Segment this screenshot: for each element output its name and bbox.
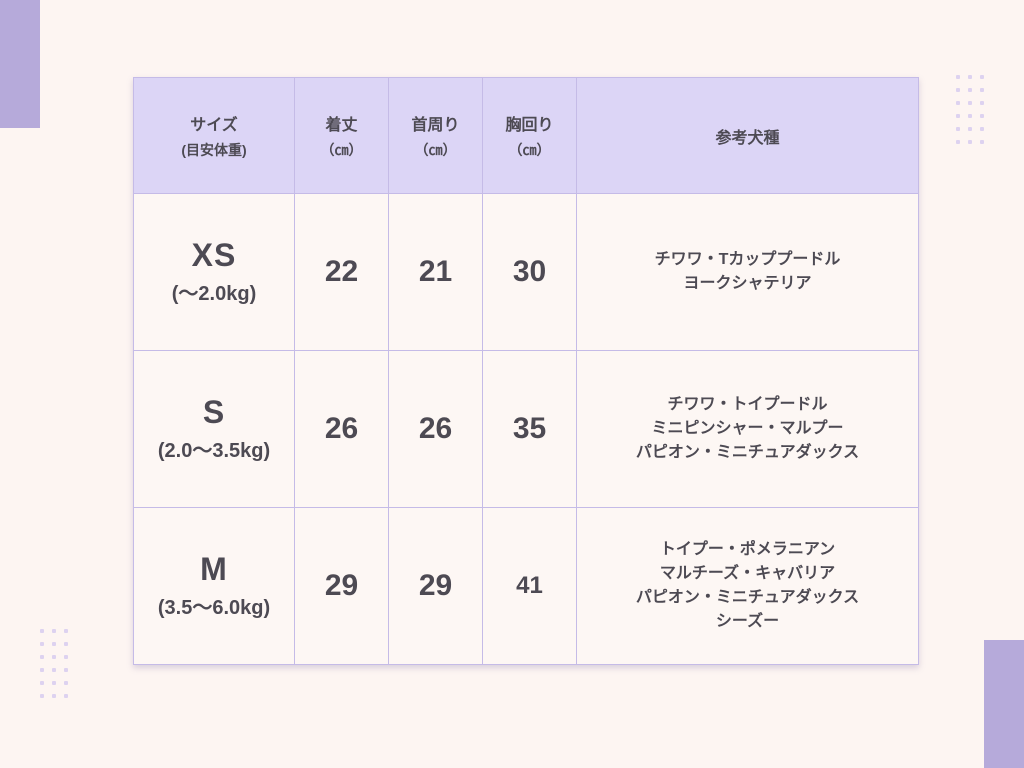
dot — [64, 642, 68, 646]
dot — [52, 668, 56, 672]
dot — [52, 681, 56, 685]
breed-line: パピオン・ミニチュアダックス — [635, 589, 860, 606]
dot-grid-bottom-left — [40, 629, 68, 698]
dot — [64, 694, 68, 698]
dog-size-chart-table: サイズ (目安体重) 着丈 （㎝） 首周り （㎝） 胸回り （㎝） 参考犬種 X… — [133, 77, 919, 665]
table-row-s: S (2.0～3.5kg) 26 26 35 チワワ・トイプードル ミニピンシャ… — [133, 350, 919, 508]
dot-grid-top-right — [956, 75, 984, 144]
length-value: 26 — [294, 350, 389, 508]
dot — [968, 127, 972, 131]
breed-line: チワワ・トイプードル — [667, 396, 828, 413]
dot — [980, 101, 984, 105]
neck-value: 21 — [388, 193, 483, 351]
header-neck-title: 首周り — [411, 117, 460, 134]
header-breeds-title: 参考犬種 — [715, 129, 780, 147]
breed-line: トイプー・ポメラニアン — [659, 541, 836, 558]
size-label: M — [200, 551, 228, 588]
header-length-unit: （㎝） — [320, 142, 363, 158]
dot — [968, 88, 972, 92]
dot — [968, 75, 972, 79]
dot — [52, 694, 56, 698]
header-cell-chest: 胸回り （㎝） — [482, 77, 577, 194]
dot — [40, 629, 44, 633]
header-length-title: 着丈 — [325, 117, 358, 134]
breed-line: チワワ・Tカッププードル — [654, 251, 841, 268]
table-header-row: サイズ (目安体重) 着丈 （㎝） 首周り （㎝） 胸回り （㎝） 参考犬種 — [133, 77, 919, 194]
breeds-cell: チワワ・Tカッププードル ヨークシャテリア — [576, 193, 919, 351]
header-cell-neck: 首周り （㎝） — [388, 77, 483, 194]
dot — [956, 101, 960, 105]
size-weight-range: (3.5～6.0kg) — [157, 596, 271, 619]
dot — [64, 681, 68, 685]
header-chest-title: 胸回り — [505, 117, 554, 134]
dot — [968, 140, 972, 144]
dot — [980, 75, 984, 79]
dot — [64, 629, 68, 633]
dot — [52, 642, 56, 646]
dot — [980, 114, 984, 118]
breed-line: シーズー — [715, 613, 780, 630]
dot — [968, 101, 972, 105]
dot — [64, 655, 68, 659]
dot — [956, 88, 960, 92]
breeds-cell: トイプー・ポメラニアン マルチーズ・キャバリア パピオン・ミニチュアダックス シ… — [576, 507, 919, 665]
dot — [980, 88, 984, 92]
size-label: S — [202, 394, 226, 431]
header-size-title: サイズ — [190, 117, 238, 134]
dot — [956, 114, 960, 118]
header-size-sub: (目安体重) — [181, 142, 247, 158]
table-row-m: M (3.5～6.0kg) 29 29 41 トイプー・ポメラニアン マルチーズ… — [133, 507, 919, 665]
breed-line: マルチーズ・キャバリア — [659, 565, 836, 582]
dot — [956, 127, 960, 131]
neck-value: 29 — [388, 507, 483, 665]
corner-rectangle-bottom-right — [984, 640, 1024, 768]
size-cell: S (2.0～3.5kg) — [133, 350, 295, 508]
chest-value: 41 — [482, 507, 577, 665]
dot — [968, 114, 972, 118]
chest-value: 35 — [482, 350, 577, 508]
header-cell-size: サイズ (目安体重) — [133, 77, 295, 194]
size-cell: M (3.5～6.0kg) — [133, 507, 295, 665]
dot — [52, 629, 56, 633]
dot — [40, 642, 44, 646]
dot — [40, 681, 44, 685]
dot — [980, 140, 984, 144]
header-cell-breeds: 参考犬種 — [576, 77, 919, 194]
dot — [52, 655, 56, 659]
table-row-xs: XS (～2.0kg) 22 21 30 チワワ・Tカッププードル ヨークシャテ… — [133, 193, 919, 351]
chest-value: 30 — [482, 193, 577, 351]
header-chest-unit: （㎝） — [508, 142, 551, 158]
dot — [40, 694, 44, 698]
breeds-cell: チワワ・トイプードル ミニピンシャー・マルプー パピオン・ミニチュアダックス — [576, 350, 919, 508]
dot — [956, 75, 960, 79]
dot — [64, 668, 68, 672]
size-weight-range: (～2.0kg) — [171, 282, 257, 305]
dot — [40, 655, 44, 659]
size-cell: XS (～2.0kg) — [133, 193, 295, 351]
dot — [980, 127, 984, 131]
neck-value: 26 — [388, 350, 483, 508]
size-label: XS — [191, 237, 237, 274]
header-neck-unit: （㎝） — [414, 142, 457, 158]
header-cell-length: 着丈 （㎝） — [294, 77, 389, 194]
breed-line: ミニピンシャー・マルプー — [651, 420, 844, 437]
length-value: 22 — [294, 193, 389, 351]
dot — [956, 140, 960, 144]
breed-line: ヨークシャテリア — [683, 275, 812, 292]
breed-line: パピオン・ミニチュアダックス — [635, 444, 860, 461]
dot — [40, 668, 44, 672]
length-value: 29 — [294, 507, 389, 665]
size-weight-range: (2.0～3.5kg) — [157, 439, 271, 462]
corner-rectangle-top-left — [0, 0, 40, 128]
